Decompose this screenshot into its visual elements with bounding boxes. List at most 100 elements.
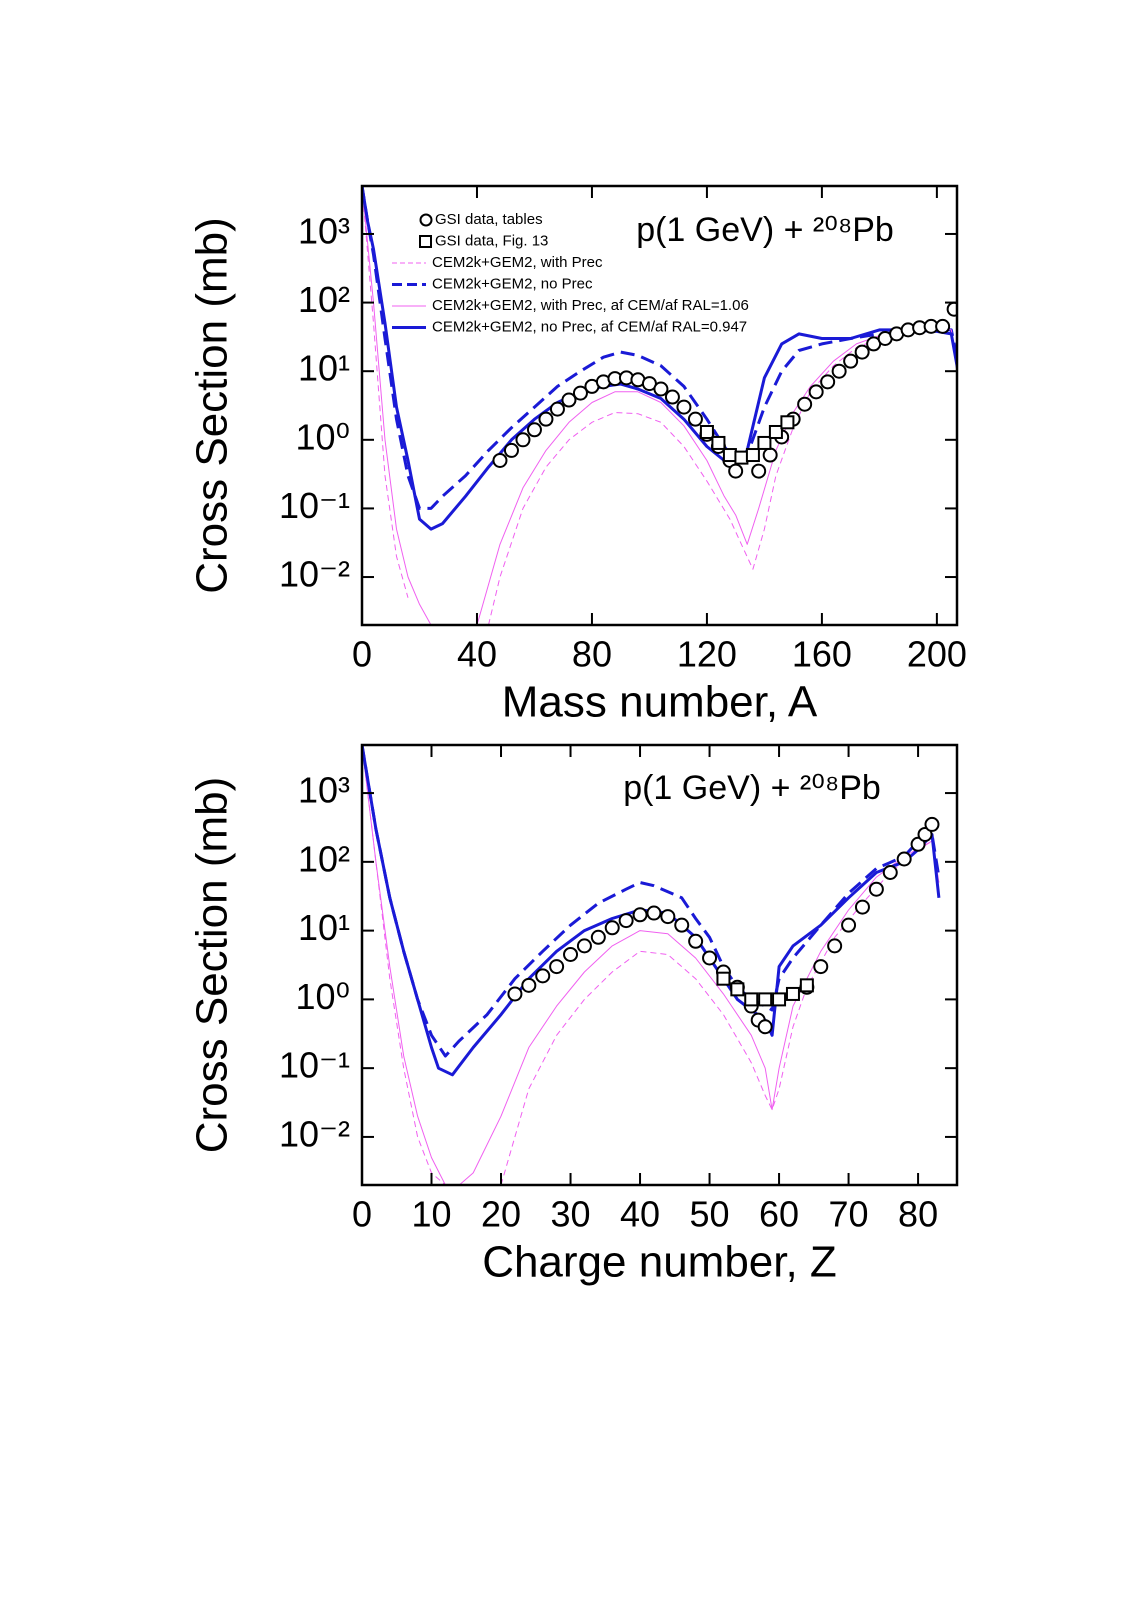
legend-label: GSI data, tables [435, 211, 543, 228]
data-point [538, 411, 554, 427]
data-point [882, 864, 898, 880]
data-point [687, 411, 703, 427]
data-line [362, 186, 957, 625]
y-tick-label: 10⁰ [296, 976, 350, 1017]
data-point [507, 986, 523, 1002]
data-point [924, 816, 940, 832]
data-point [772, 992, 787, 1007]
data-point [561, 392, 577, 408]
x-tick-label: 70 [829, 1194, 869, 1235]
data-point [757, 1019, 773, 1035]
data-line [362, 186, 957, 510]
data-point [808, 384, 824, 400]
y-tick-label: 10² [298, 279, 350, 320]
x-tick-label: 80 [898, 1194, 938, 1235]
data-point [734, 450, 749, 465]
legend-label: GSI data, Fig. 13 [435, 232, 548, 249]
y-tick-label: 10⁻² [279, 1113, 350, 1154]
data-point [896, 851, 912, 867]
data-point [831, 363, 847, 379]
y-tick-label: 10³ [298, 210, 350, 251]
data-point [797, 396, 813, 412]
data-point [618, 913, 634, 929]
data-point [762, 447, 778, 463]
data-point [780, 415, 795, 430]
data-point [868, 881, 884, 897]
data-point [910, 836, 926, 852]
x-tick-label: 30 [551, 1194, 591, 1235]
data-point [827, 938, 843, 954]
data-point [841, 917, 857, 933]
data-point [768, 424, 783, 439]
data-point [604, 920, 620, 936]
data-point [503, 442, 519, 458]
data-point [730, 982, 745, 997]
data-point [699, 424, 714, 439]
x-tick-label: 60 [759, 1194, 799, 1235]
data-point [676, 399, 692, 415]
data-point [526, 422, 542, 438]
data-point [563, 946, 579, 962]
x-axis-label: Mass number, A [502, 678, 818, 727]
data-point [576, 938, 592, 954]
chart-panel: 0 40 80 120 160 200 10⁻² 10⁻¹ 10⁰ 10¹ 10² 10³ p(1 Ge… [188, 184, 967, 727]
y-tick-label: 10² [298, 838, 350, 879]
data-point [799, 978, 814, 993]
y-tick-label: 10⁻¹ [279, 1045, 350, 1086]
legend-label: CEM2k+GEM2, no Prec [432, 275, 593, 292]
data-point [549, 401, 565, 417]
y-tick-label: 10³ [298, 770, 350, 811]
chart-title: p(1 GeV) + ²⁰⁸Pb [623, 769, 881, 807]
data-point [572, 385, 588, 401]
data-point [757, 435, 772, 450]
y-tick-label: 10⁻² [279, 554, 350, 595]
x-tick-label: 20 [481, 1194, 521, 1235]
data-point [535, 968, 551, 984]
y-axis-label: Cross Section (mb) [188, 217, 237, 594]
x-tick-label: 120 [677, 634, 737, 675]
y-tick-label: 10¹ [298, 907, 350, 948]
data-point [917, 826, 933, 842]
data-point [549, 959, 565, 975]
x-tick-label: 40 [457, 634, 497, 675]
y-axis-label: Cross Section (mb) [188, 777, 237, 1154]
x-tick-label: 10 [411, 1194, 451, 1235]
legend-label: CEM2k+GEM2, with Prec, af CEM/af RAL=1.0… [432, 297, 749, 314]
x-tick-label: 200 [907, 634, 967, 675]
data-point [688, 933, 704, 949]
chart-title: p(1 GeV) + ²⁰⁸Pb [636, 211, 894, 249]
legend-label: CEM2k+GEM2, with Prec [432, 254, 603, 271]
data-line [362, 745, 940, 1185]
data-point [515, 432, 531, 448]
x-tick-label: 0 [352, 634, 372, 675]
data-point [660, 909, 676, 925]
plot-frame [360, 743, 959, 1187]
data-point [745, 448, 760, 463]
data-point [785, 986, 800, 1001]
data-line [362, 745, 941, 1058]
data-point [711, 435, 726, 450]
x-tick-label: 40 [620, 1194, 660, 1235]
data-point [716, 971, 731, 986]
y-tick-label: 10¹ [298, 348, 350, 389]
y-tick-label: 10⁻¹ [279, 485, 350, 526]
data-point [946, 301, 957, 317]
data-point [702, 950, 718, 966]
data-point [854, 899, 870, 915]
chart-panel: 0 10 20 30 40 50 60 70 80 10⁻² 10⁻¹ 10⁰ 10¹ 10² 10³ p(1… [188, 743, 959, 1287]
data-point [521, 977, 537, 993]
x-tick-label: 0 [352, 1194, 372, 1235]
data-point [590, 929, 606, 945]
y-tick-label: 10⁰ [296, 416, 350, 457]
x-tick-label: 50 [690, 1194, 730, 1235]
data-point [935, 318, 951, 334]
legend-label: CEM2k+GEM2, no Prec, af CEM/af RAL=0.947 [432, 318, 747, 335]
data-point [744, 992, 759, 1007]
data-point [820, 374, 836, 390]
data-point [843, 353, 859, 369]
legend-marker [419, 235, 432, 248]
data-line [362, 745, 940, 1185]
data-point [728, 463, 744, 479]
data-point [653, 381, 669, 397]
